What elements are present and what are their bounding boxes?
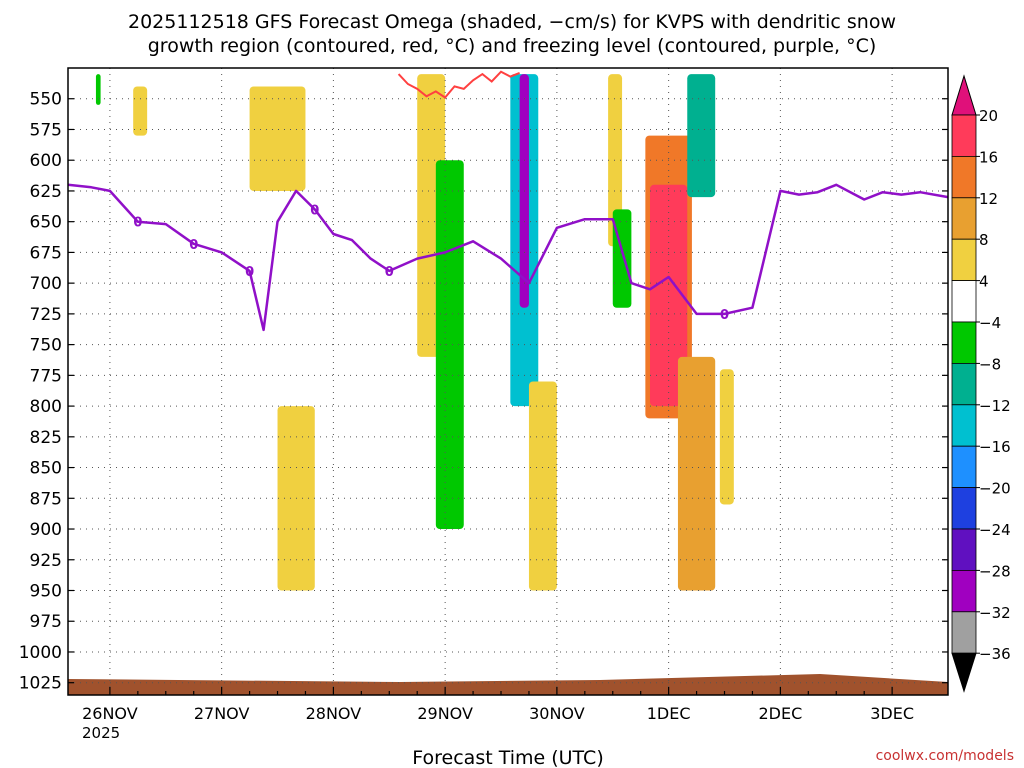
colorbar-swatch-2 bbox=[951, 197, 977, 240]
colorbar-swatch-6 bbox=[951, 362, 977, 406]
freezing-level-label-2: 0 bbox=[245, 265, 254, 280]
freezing-level-label-3: 0 bbox=[310, 203, 319, 218]
omega-region-10 bbox=[612, 209, 632, 308]
colorbar: 20 16 12 8 4 −4 −8 −12 −16 −20 −24 −28 −32 −36 bbox=[951, 74, 1011, 693]
freezing-level-label-4: 0 bbox=[385, 265, 394, 280]
omega-region-2 bbox=[249, 86, 306, 191]
x-tick-label-6: 2DEC bbox=[758, 704, 802, 723]
colorbar-swatch-1 bbox=[951, 155, 977, 199]
y-tick-label-950: 950 bbox=[30, 582, 62, 602]
y-tick-label-975: 975 bbox=[30, 612, 62, 632]
y-tick-label-650: 650 bbox=[30, 213, 62, 233]
colorbar-label-9: −20 bbox=[979, 480, 1011, 498]
terrain-surface bbox=[68, 674, 948, 695]
colorbar-label-2: 12 bbox=[979, 190, 998, 208]
colorbar-label-5: −4 bbox=[979, 314, 1001, 332]
x-axis-title: Forecast Time (UTC) bbox=[412, 747, 603, 768]
colorbar-label-10: −24 bbox=[979, 521, 1011, 539]
freezing-level-label-1: 0 bbox=[189, 238, 198, 253]
x-axis: 26NOV 27NOV 28NOV 29NOV 30NOV 1DEC 2DEC 3DEC bbox=[82, 687, 914, 723]
colorbar-swatch-9 bbox=[951, 487, 977, 530]
colorbar-label-13: −36 bbox=[979, 645, 1011, 663]
y-axis: 550 575 600 625 650 675 700 725 750 775 800 825 850 8… bbox=[19, 90, 948, 694]
colorbar-swatch-7 bbox=[951, 404, 977, 447]
plot-frame bbox=[67, 67, 949, 696]
colorbar-swatch-8 bbox=[951, 445, 977, 489]
chart-title: 2025112518 GFS Forecast Omega (shaded, −… bbox=[128, 11, 896, 57]
omega-region-12 bbox=[650, 184, 688, 407]
y-tick-label-1000: 1000 bbox=[19, 643, 62, 663]
colorbar-swatch-0 bbox=[951, 114, 977, 157]
x-axis-year: 2025 bbox=[82, 724, 120, 742]
omega-region-8 bbox=[528, 381, 557, 591]
colorbar-label-0: 20 bbox=[979, 107, 998, 125]
y-tick-label-725: 725 bbox=[30, 305, 62, 325]
colorbar-label-4: 4 bbox=[979, 273, 989, 291]
x-tick-label-0: 26NOV bbox=[82, 704, 138, 723]
title-line-1: 2025112518 GFS Forecast Omega (shaded, −… bbox=[128, 11, 896, 33]
omega-region-0 bbox=[95, 74, 101, 105]
x-tick-label-4: 30NOV bbox=[529, 704, 585, 723]
colorbar-label-8: −16 bbox=[979, 438, 1011, 456]
x-tick-label-3: 29NOV bbox=[417, 704, 473, 723]
x-tick-label-5: 1DEC bbox=[647, 704, 691, 723]
x-tick-label-1: 27NOV bbox=[194, 704, 250, 723]
freezing-level-label-0: 0 bbox=[133, 216, 142, 231]
colorbar-label-1: 16 bbox=[979, 148, 998, 166]
colorbar-label-12: −32 bbox=[979, 604, 1011, 622]
colorbar-bottom-arrow bbox=[951, 652, 977, 693]
y-tick-label-625: 625 bbox=[30, 182, 62, 202]
x-tick-label-2: 28NOV bbox=[306, 704, 362, 723]
y-tick-label-575: 575 bbox=[30, 120, 62, 140]
colorbar-swatch-5 bbox=[951, 321, 977, 364]
colorbar-label-11: −28 bbox=[979, 562, 1011, 580]
colorbar-label-3: 8 bbox=[979, 231, 989, 249]
colorbar-swatch-11 bbox=[951, 570, 977, 613]
y-tick-label-825: 825 bbox=[30, 428, 62, 448]
y-tick-label-800: 800 bbox=[30, 397, 62, 417]
freezing-level-label-5: 0 bbox=[720, 308, 729, 323]
y-tick-label-1025: 1025 bbox=[19, 674, 62, 694]
colorbar-label-6: −8 bbox=[979, 355, 1001, 373]
freezing-level-line bbox=[67, 183, 949, 332]
site-credit: coolwx.com/models bbox=[876, 748, 1014, 764]
contours: 0 0 0 0 0 0 bbox=[67, 70, 949, 332]
plot-area bbox=[68, 74, 948, 695]
colorbar-swatch-4 bbox=[951, 280, 977, 323]
omega-region-15 bbox=[719, 369, 734, 505]
colorbar-swatch-12 bbox=[951, 611, 977, 654]
omega-region-13 bbox=[677, 356, 716, 591]
omega-region-14 bbox=[687, 74, 716, 198]
colorbar-top-arrow bbox=[951, 74, 977, 116]
omega-region-1 bbox=[133, 86, 148, 136]
y-tick-label-675: 675 bbox=[30, 243, 62, 263]
y-tick-label-750: 750 bbox=[30, 336, 62, 356]
dendritic-growth-line bbox=[397, 70, 520, 99]
colorbar-swatch-10 bbox=[951, 528, 977, 571]
omega-region-9 bbox=[608, 74, 623, 247]
y-tick-label-900: 900 bbox=[30, 520, 62, 540]
y-tick-label-850: 850 bbox=[30, 459, 62, 479]
x-tick-label-7: 3DEC bbox=[870, 704, 914, 723]
grid-lines bbox=[68, 68, 948, 695]
y-tick-label-600: 600 bbox=[30, 151, 62, 171]
colorbar-swatch-3 bbox=[951, 238, 977, 281]
title-line-2: growth region (contoured, red, °C) and f… bbox=[148, 35, 877, 57]
y-tick-label-550: 550 bbox=[30, 90, 62, 110]
y-tick-label-700: 700 bbox=[30, 274, 62, 294]
y-tick-label-775: 775 bbox=[30, 366, 62, 386]
colorbar-label-7: −12 bbox=[979, 397, 1011, 415]
y-tick-label-875: 875 bbox=[30, 489, 62, 509]
y-tick-label-925: 925 bbox=[30, 551, 62, 571]
